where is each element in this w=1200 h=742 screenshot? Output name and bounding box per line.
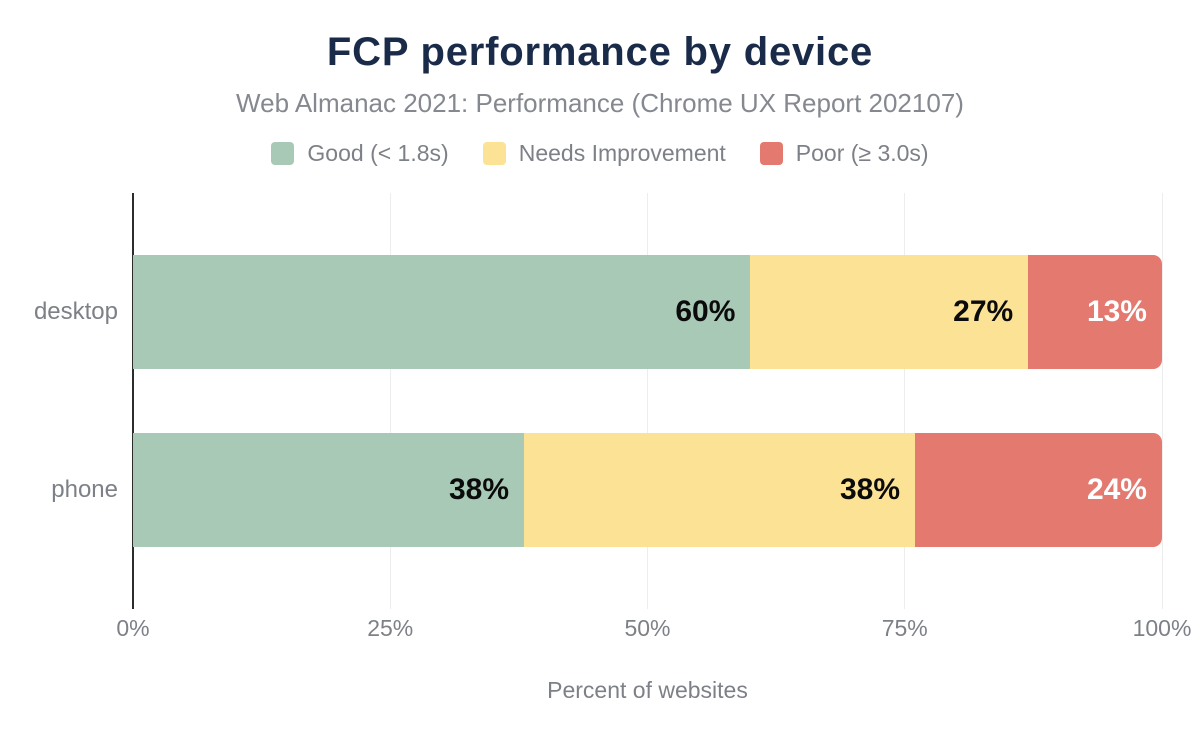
category-label: desktop — [33, 298, 118, 325]
bar-segment: 24% — [915, 433, 1162, 547]
bar-value-label: 60% — [675, 295, 736, 328]
bar-segment: 27% — [750, 255, 1029, 369]
legend-item: Needs Improvement — [482, 140, 726, 167]
bar-row-desktop: 60% 27% 13% — [133, 255, 1162, 369]
x-tick-label: 100% — [1132, 615, 1192, 641]
bar-value-label: 13% — [1086, 295, 1147, 328]
x-tick-label: 25% — [367, 615, 414, 641]
legend-swatch — [271, 142, 295, 165]
x-tick-label: 50% — [624, 615, 671, 641]
gridline — [647, 193, 648, 609]
legend-item: Good (< 1.8s) — [271, 140, 449, 167]
bar-value-label: 27% — [953, 295, 1014, 328]
gridline — [389, 193, 391, 609]
legend: Good (< 1.8s) Needs Improvement Poor (≥ 3.… — [0, 140, 1200, 167]
bar-row-phone: 38% 38% 24% — [133, 433, 1162, 547]
x-tick-label: 0% — [116, 615, 150, 641]
legend-swatch — [482, 142, 506, 165]
bar-segment: 13% — [1028, 255, 1162, 369]
legend-label: Poor (≥ 3.0s) — [795, 140, 929, 166]
legend-item: Poor (≥ 3.0s) — [759, 140, 929, 167]
legend-label: Good (< 1.8s) — [307, 140, 449, 166]
x-axis-title: Percent of websites — [547, 677, 748, 703]
bar-segment: 38% — [524, 433, 916, 547]
gridline — [1161, 193, 1163, 609]
legend-label: Needs Improvement — [518, 140, 726, 166]
chart-subtitle: Web Almanac 2021: Performance (Chrome UX… — [236, 88, 964, 118]
chart-title: FCP performance by device — [326, 30, 874, 74]
category-label: phone — [51, 476, 118, 503]
gridline — [904, 193, 906, 609]
legend-swatch — [759, 142, 783, 165]
bar-segment: 60% — [133, 255, 751, 369]
x-tick-label: 75% — [881, 615, 928, 641]
bar-value-label: 24% — [1086, 473, 1147, 506]
y-axis-line — [132, 193, 134, 609]
bar-segment: 38% — [133, 433, 525, 547]
bar-value-label: 38% — [448, 473, 510, 506]
bar-value-label: 38% — [839, 473, 901, 506]
